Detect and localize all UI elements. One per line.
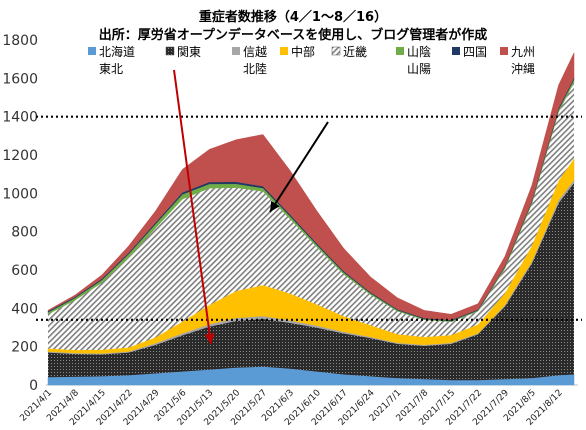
area-series-7	[47, 52, 575, 321]
annotation-arrowhead-1	[270, 200, 280, 212]
legend-label-6-0: 四国	[463, 45, 487, 59]
legend-swatch-3	[280, 47, 288, 55]
legend-swatch-1	[165, 46, 175, 56]
y-tick-label-4: 800	[11, 225, 38, 241]
legend-label-7-0: 九州	[511, 45, 535, 59]
legend-label-5-1: 山陽	[407, 62, 431, 76]
legend-label-2-0: 信越	[243, 45, 267, 59]
y-tick-label-2: 400	[11, 301, 38, 317]
legend-swatch-5	[396, 47, 404, 55]
legend-label-1-0: 関東	[177, 45, 201, 59]
legend-label-4-0: 近畿	[343, 45, 367, 59]
legend-swatch-7	[500, 47, 508, 55]
legend-label-3-0: 中部	[291, 44, 315, 59]
y-tick-label-9: 1800	[2, 33, 38, 49]
chart-subtitle: 出所：厚労省オープンデータベースを使用し、ブログ管理者が作成	[98, 28, 488, 43]
legend-swatch-4	[331, 46, 341, 56]
area-series-1	[48, 182, 574, 381]
legend-swatch-6	[452, 47, 460, 55]
annotation-arrowhead-0	[204, 333, 215, 344]
y-tick-label-8: 1600	[2, 71, 38, 87]
y-tick-label-5: 1000	[2, 186, 38, 202]
y-tick-label-0: 0	[29, 378, 38, 394]
legend-label-0-0: 北海道	[99, 44, 135, 59]
area-series-4	[48, 82, 574, 351]
area-series-group	[47, 52, 575, 386]
y-tick-label-1: 200	[11, 340, 38, 356]
legend-label-7-1: 沖縄	[511, 61, 535, 76]
legend-label-0-1: 東北	[99, 62, 123, 76]
y-tick-label-6: 1200	[2, 148, 38, 164]
legend-swatch-0	[88, 47, 96, 55]
annotation-arrow-0	[173, 69, 212, 345]
legend-swatch-2	[232, 47, 240, 55]
y-tick-label-3: 600	[11, 263, 38, 279]
chart-title: 重症者数推移（4／1～8／16）	[198, 10, 388, 25]
legend-label-5-0: 山陰	[407, 45, 431, 59]
y-tick-label-7: 1400	[2, 110, 38, 126]
annotation-arrow-1	[269, 121, 329, 213]
legend-label-2-1: 北陸	[243, 62, 267, 76]
